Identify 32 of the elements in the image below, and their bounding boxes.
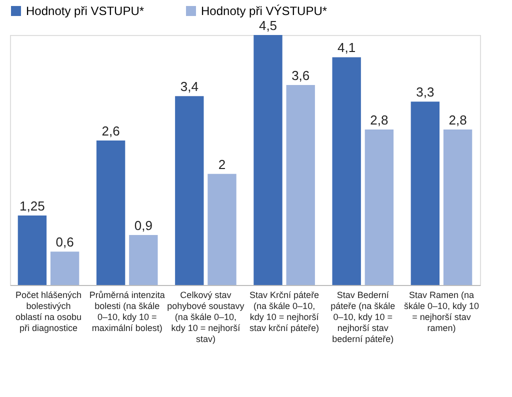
bar: [364, 129, 394, 285]
data-label: 3,6: [292, 68, 310, 83]
x-tick-label: Průměrná intenzita bolesti (na škále 0–10, kdy 10 = maximální bolest): [89, 290, 165, 333]
legend-label: Hodnoty při VSTUPU*: [26, 4, 144, 18]
bar: [129, 235, 158, 285]
bar: [254, 35, 282, 285]
bar: [286, 85, 315, 285]
bar: [96, 140, 126, 285]
legend-label: Hodnoty při VÝSTUPU*: [201, 4, 328, 18]
x-tick-label: Počet hlášených bolestivých oblastí na osobu při diagnostice: [15, 290, 82, 333]
data-label: 4,1: [338, 40, 356, 56]
data-label: 2,8: [448, 112, 467, 128]
bar: [18, 216, 47, 285]
data-label: 0,9: [134, 218, 152, 233]
x-tick-label: Stav Ramen (na škále 0–10, kdy 10 = nejhorší stav ramen): [404, 290, 480, 333]
x-tick-label: Stav Krční páteře (na škále 0–10, kdy 10 = nejhorší stav krční páteře): [250, 290, 320, 333]
data-label: 3,4: [180, 79, 198, 94]
bar: [443, 129, 472, 285]
data-label: 2: [218, 156, 226, 172]
data-label: 0,6: [56, 234, 74, 250]
bar: [175, 96, 204, 285]
bar: [208, 174, 236, 285]
x-tick-label: Celkový stav pohybové soustavy (na škále 0–10, kdy 10 = nejhorší stav): [167, 290, 245, 344]
x-tick-label: Stav Bederní páteře (na škále 0–10, kdy 10 = nejhorší stav bederní páteře): [330, 290, 396, 344]
bar: [410, 102, 440, 285]
data-label: 1,25: [20, 198, 45, 214]
data-label: 2,6: [102, 124, 120, 139]
data-label: 2,8: [370, 112, 388, 128]
data-label: 3,3: [416, 84, 434, 100]
data-label: 4,5: [258, 18, 278, 33]
bar: [332, 57, 361, 285]
bar: [50, 252, 80, 285]
